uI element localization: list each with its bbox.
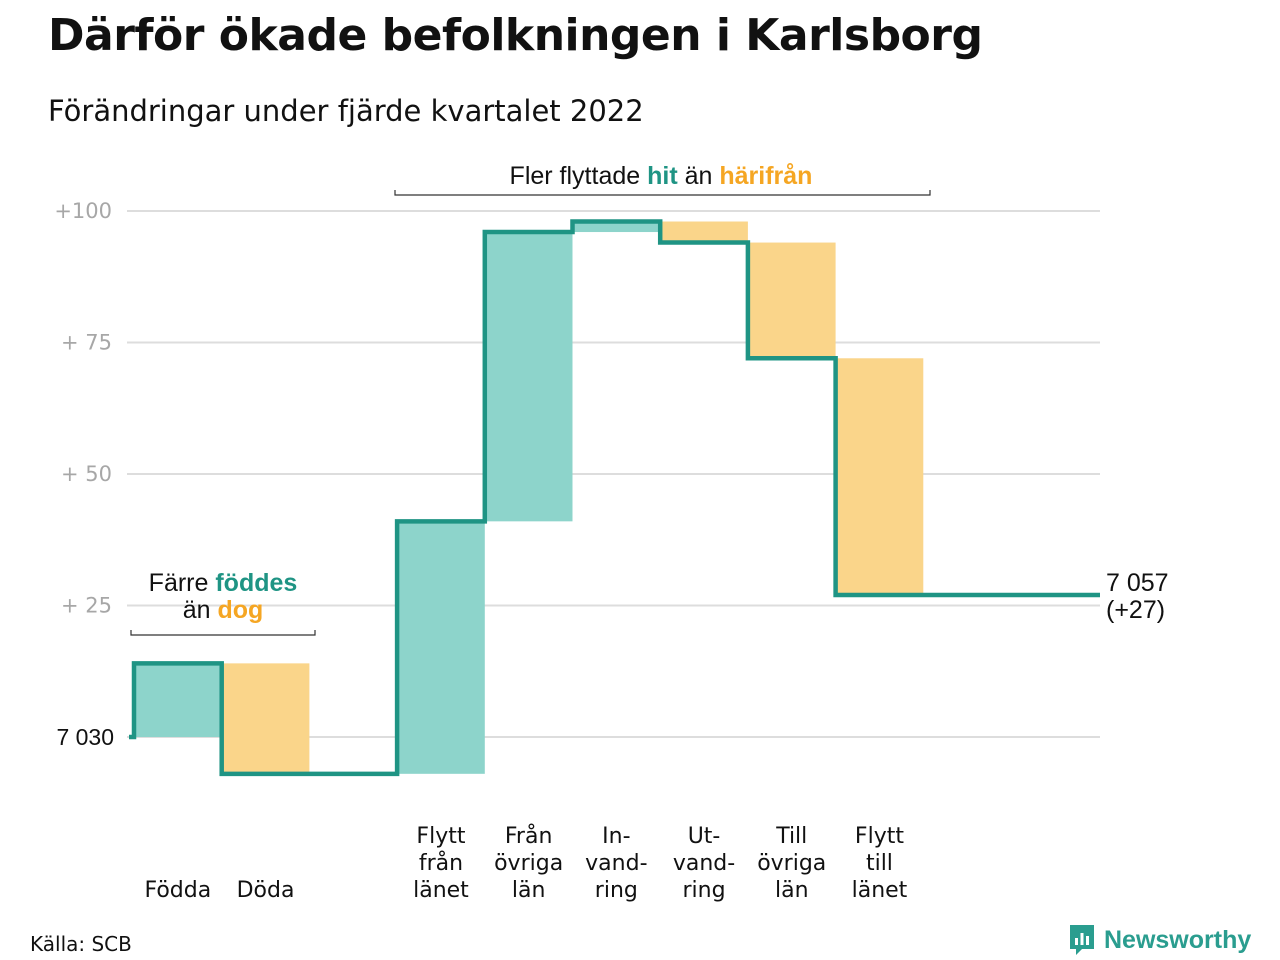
annotation-foddes: föddes [215, 569, 297, 597]
bars [134, 221, 924, 774]
category-label: övriga [757, 851, 826, 876]
y-tick-label: + 75 [61, 331, 112, 355]
category-label: In- [602, 824, 630, 849]
end-change-label: (+27) [1106, 596, 1165, 624]
annotation-top: Fler flyttade hit än härifrån [510, 162, 813, 190]
annotation-hit: hit [647, 162, 678, 190]
category-label: Till [775, 824, 807, 849]
bar-decrease [835, 358, 924, 595]
end-value-label: 7 057 [1106, 569, 1169, 597]
category-label: Från [505, 823, 553, 849]
bar-decrease [747, 242, 836, 359]
brand-logo: Newsworthy [1068, 922, 1251, 958]
annotation-dog: dog [217, 596, 263, 624]
category-label: län [512, 878, 546, 903]
bar-increase [134, 663, 222, 737]
category-label: övriga [494, 851, 563, 876]
category-label: Ut- [688, 824, 721, 849]
bar-decrease [221, 663, 310, 774]
bar-increase [397, 521, 485, 774]
category-labels: Födda DödaFlyttfrånlänetFrånövrigalänIn-v… [144, 823, 907, 903]
bar-decrease [660, 221, 748, 243]
category-label: län [775, 878, 809, 903]
gridlines [127, 210, 1100, 738]
waterfall-chart: + 25+ 50+ 75+100 Födda DödaFlyttfrånlänet… [54, 162, 1169, 903]
annotation-top-bracket [394, 190, 931, 196]
category-label: Flytt [416, 824, 465, 849]
y-tick-label: + 25 [61, 594, 112, 618]
y-tick-labels: + 25 + 50 + 75 +100 [54, 199, 112, 618]
source-note: Källa: SCB [30, 932, 132, 956]
category-label: Födda [144, 878, 211, 903]
category-label: länet [852, 878, 908, 903]
annotation-left-line2: än dog [183, 596, 264, 624]
annotation-left-bracket [130, 630, 316, 636]
category-label: ring [595, 878, 638, 903]
category-label: från [419, 850, 463, 876]
brand-name: Newsworthy [1104, 925, 1252, 954]
chart-subtitle: Förändringar under fjärde kvartalet 2022 [48, 94, 644, 128]
cumulative-step-line [129, 219, 1100, 777]
category-label: Döda [237, 878, 295, 903]
category-label: ring [683, 878, 726, 903]
category-label: vand- [585, 851, 647, 876]
y-tick-label: + 50 [61, 462, 112, 486]
bar-increase [572, 221, 661, 233]
category-label: vand- [673, 851, 735, 876]
category-label: till [866, 851, 893, 876]
y-tick-label: +100 [54, 199, 112, 223]
start-value-label: 7 030 [56, 724, 114, 750]
bar-chart-icon [1070, 925, 1094, 955]
chart-title: Därför ökade befolkningen i Karlsborg [48, 10, 983, 61]
annotation-harifran: härifrån [719, 162, 812, 190]
category-label: Flytt [855, 824, 904, 849]
annotation-left-line1: Färre föddes [149, 569, 298, 597]
category-label: länet [413, 878, 469, 903]
bar-increase [484, 232, 573, 522]
